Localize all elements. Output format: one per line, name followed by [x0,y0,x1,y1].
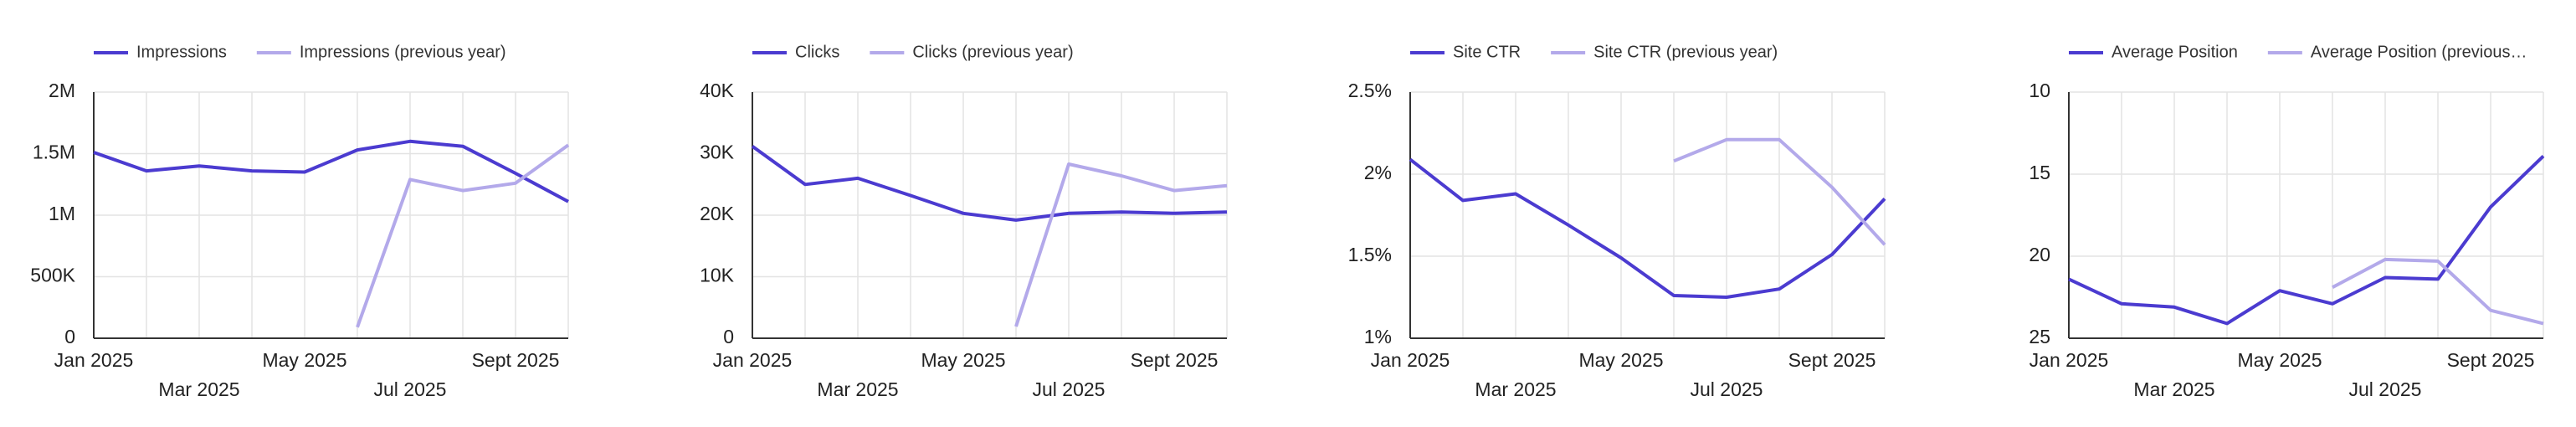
y-tick-label: 1M [49,203,75,224]
x-tick-label: Jan 2025 [54,349,134,371]
x-tick-label: Sept 2025 [1131,349,1219,371]
legend-label: Clicks (previous year) [912,43,1073,61]
x-tick-label: Sept 2025 [2447,349,2535,371]
y-tick-label: 1.5% [1348,244,1392,265]
x-tick-label: Sept 2025 [1788,349,1876,371]
x-tick-label: Jul 2025 [1691,378,1763,400]
x-tick-label: May 2025 [2237,349,2322,371]
x-tick-label: May 2025 [921,349,1005,371]
series-line [1409,157,1886,299]
x-tick-label: Jan 2025 [713,349,793,371]
x-tick-label: May 2025 [1578,349,1663,371]
x-tick-label: Jul 2025 [2349,378,2422,400]
chart-panel: 0 500K 1M 1.5M 2M Jan 2025 Mar 2025 May 2025 Jul… [30,43,570,400]
y-tick-label: 1% [1364,326,1392,347]
legend-label: Impressions [136,43,227,61]
legend-label: Average Position (previous… [2311,43,2527,61]
x-tick-label: Jan 2025 [1371,349,1450,371]
x-tick-label: Sept 2025 [472,349,560,371]
series-line [1673,137,1886,246]
y-tick-label: 0 [64,326,75,347]
y-tick-label: 25 [2029,326,2050,347]
y-tick-label: 0 [723,326,734,347]
x-tick-label: Jul 2025 [374,378,447,400]
series-line [2332,257,2544,326]
y-tick-label: 1.5M [33,141,75,163]
series-line [356,143,570,328]
y-tick-label: 15 [2029,162,2050,183]
y-tick-label: 2M [49,80,75,101]
legend-label: Site CTR (previous year) [1593,43,1778,61]
x-tick-label: Mar 2025 [1475,378,1556,400]
legend-label: Site CTR [1453,43,1521,61]
x-tick-label: Mar 2025 [158,378,239,400]
y-tick-label: 40K [700,80,735,101]
y-tick-label: 20K [700,203,735,224]
chart-panel: 1% 1.5% 2% 2.5% Jan 2025 Mar 2025 May 2025 Jul … [1348,43,1886,400]
y-tick-label: 2% [1364,162,1392,183]
series-line [93,139,569,203]
x-tick-label: Jan 2025 [2029,349,2109,371]
legend-label: Impressions (previous year) [300,43,506,61]
x-tick-label: Mar 2025 [817,378,898,400]
y-tick-label: 10K [700,265,735,286]
y-tick-label: 10 [2029,80,2050,101]
series-line [2068,154,2545,326]
y-tick-label: 2.5% [1348,80,1392,101]
series-line [751,145,1228,222]
chart-panel: 0 10K 20K 30K 40K Jan 2025 Mar 2025 May 2025 Jul… [700,43,1228,400]
x-tick-label: May 2025 [262,349,346,371]
y-tick-label: 30K [700,141,735,163]
y-tick-label: 20 [2029,244,2050,265]
x-tick-label: Mar 2025 [2133,378,2214,400]
legend-label: Clicks [795,43,839,61]
x-tick-label: Jul 2025 [1033,378,1106,400]
series-line [1014,162,1228,327]
legend-label: Average Position [2112,43,2238,61]
y-tick-label: 500K [30,265,75,286]
